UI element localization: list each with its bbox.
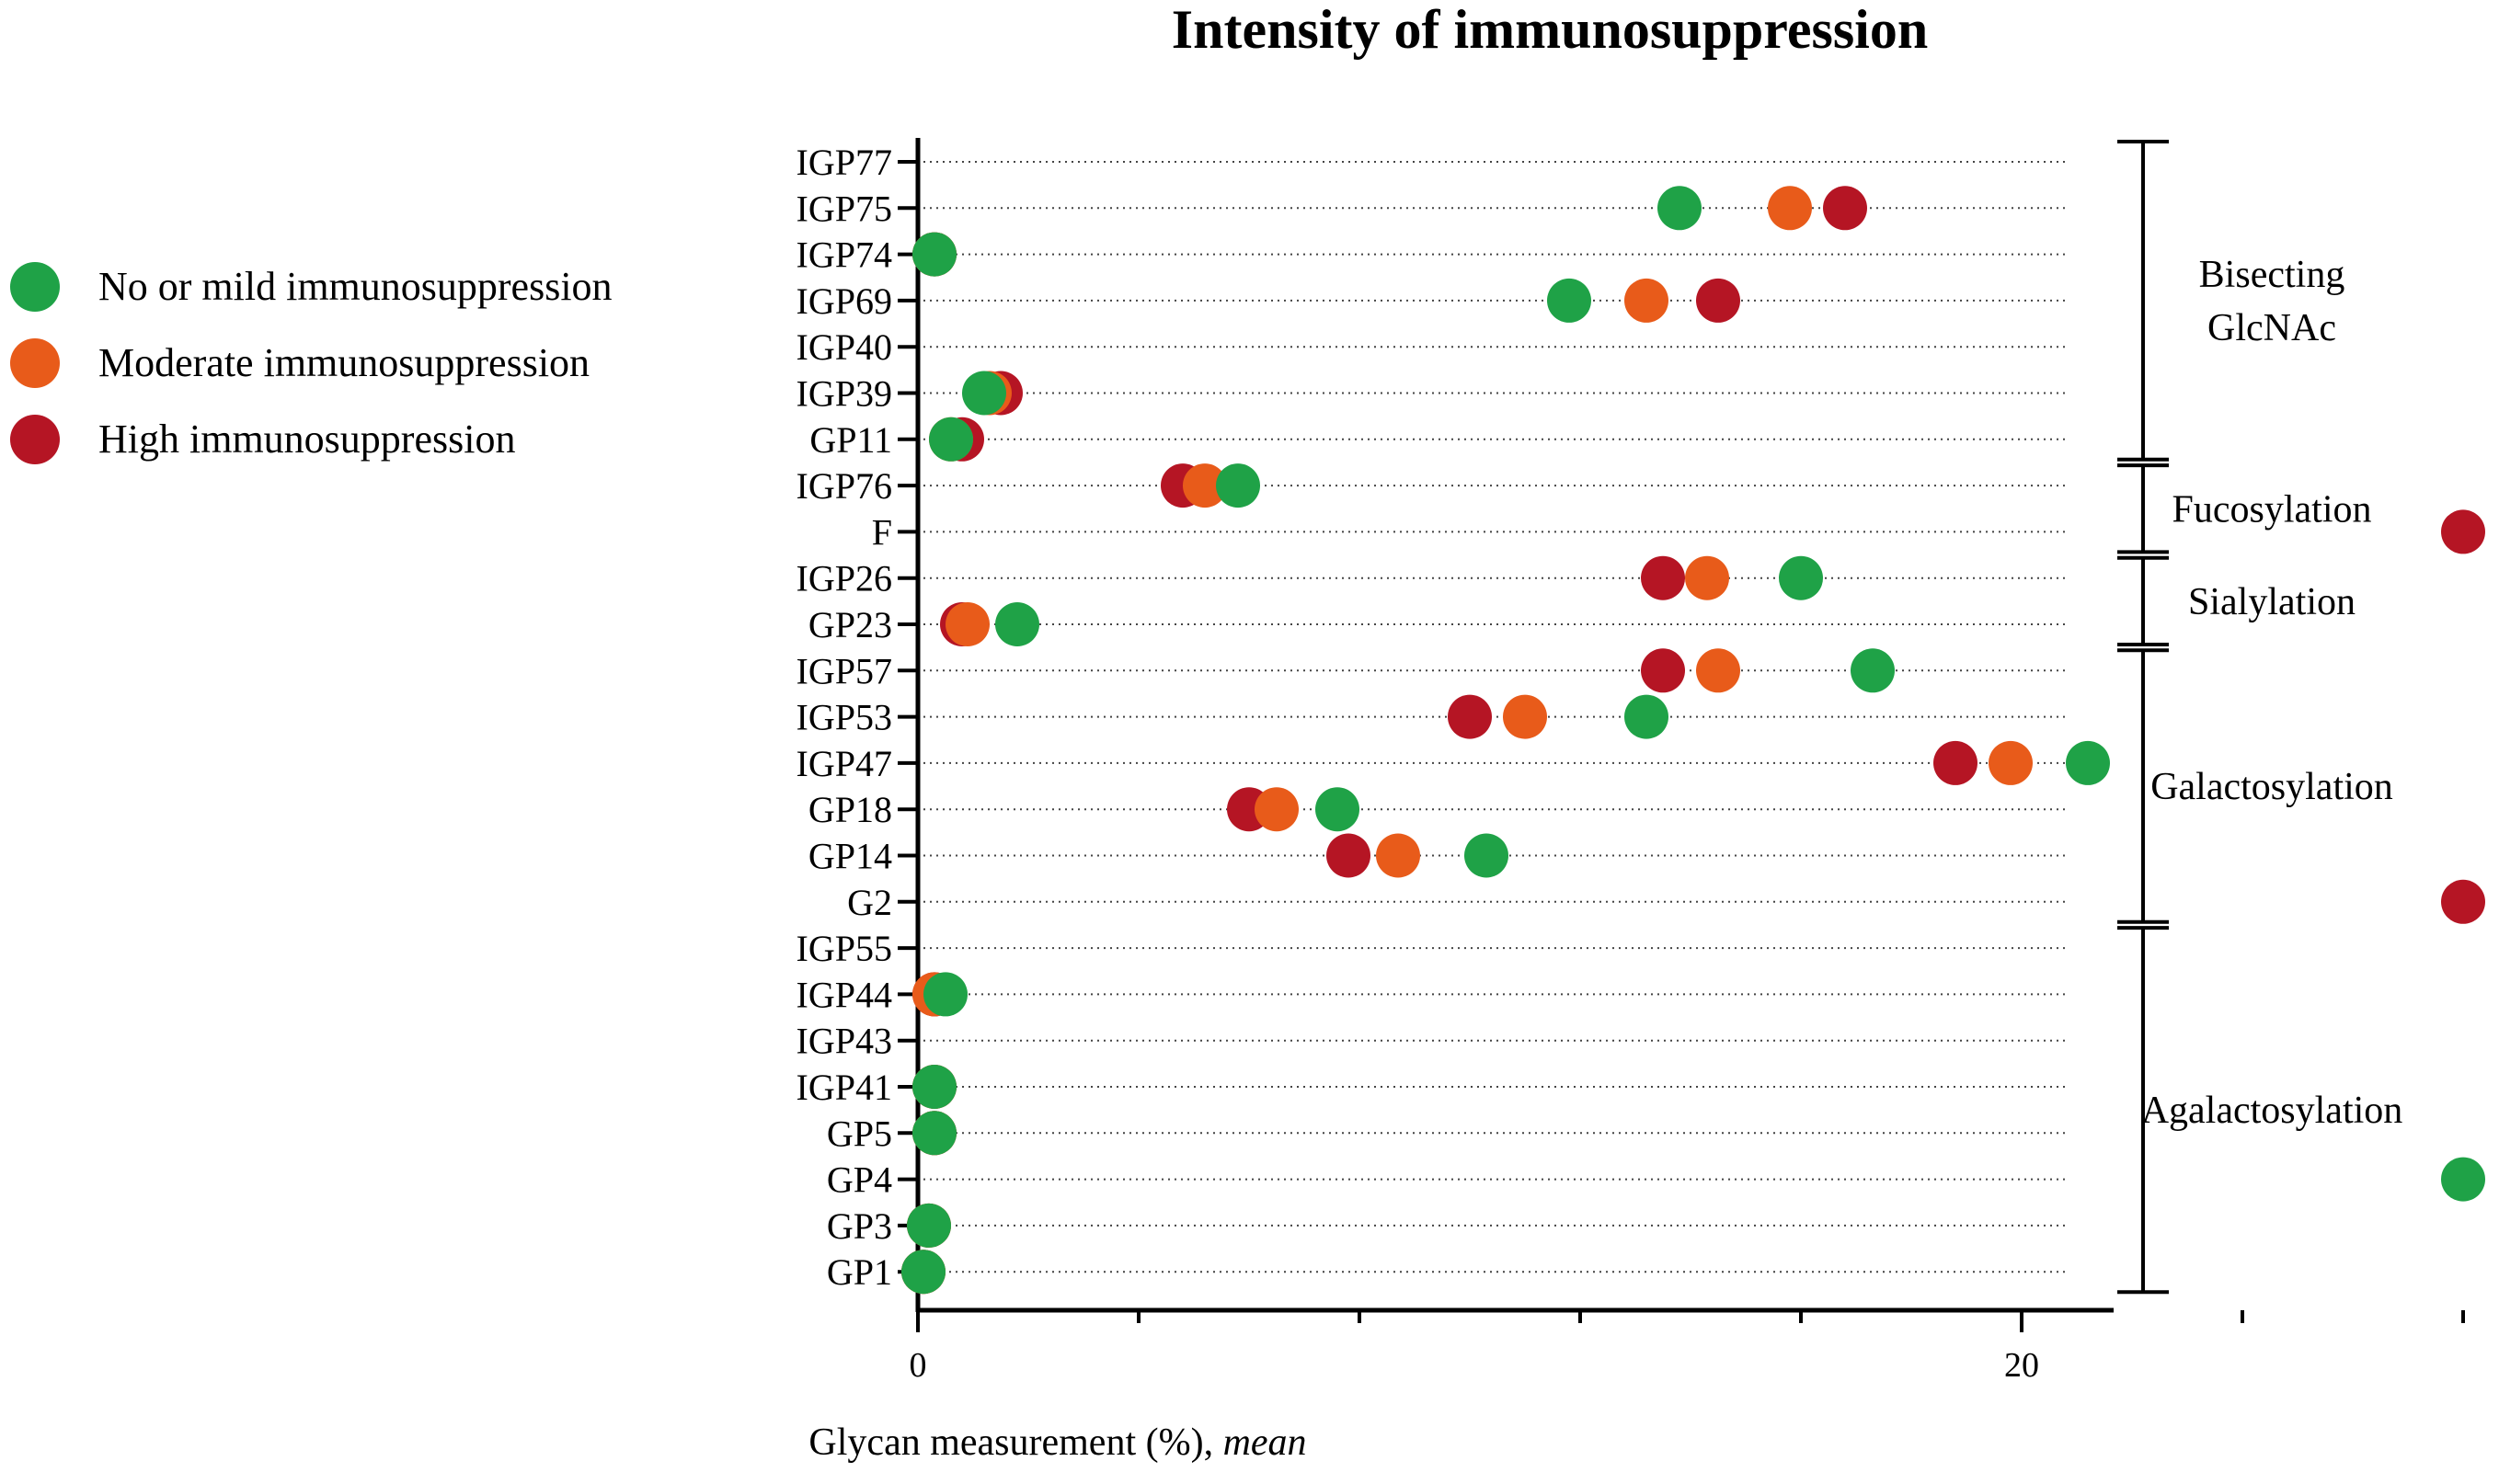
point-moderate-immunosuppression-igp57 <box>1696 648 1740 693</box>
legend: No or mild immunosuppression Moderate imm… <box>10 262 613 464</box>
legend-label-moderate-immunosuppression: Moderate immunosuppression <box>98 340 590 385</box>
category-label-gp14: GP14 <box>808 836 892 877</box>
category-label-gp23: GP23 <box>808 604 892 645</box>
gridlines <box>923 161 2069 1273</box>
point-no-or-mild-immunosuppression-igp74 <box>912 232 957 277</box>
category-label-f: F <box>872 511 892 553</box>
category-label-gp4: GP4 <box>827 1159 892 1201</box>
point-moderate-immunosuppression-igp26 <box>1685 555 1729 600</box>
legend-marker-moderate-immunosuppression <box>10 338 60 388</box>
point-moderate-immunosuppression-igp75 <box>1768 186 1812 231</box>
category-label-gp3: GP3 <box>827 1205 892 1247</box>
category-label-igp44: IGP44 <box>797 974 892 1015</box>
point-high-immunosuppression-igp26 <box>1641 555 1685 600</box>
point-no-or-mild-immunosuppression-gp1 <box>901 1250 946 1295</box>
point-no-or-mild-immunosuppression-igp39 <box>962 371 1006 416</box>
category-label-igp41: IGP41 <box>797 1067 892 1108</box>
point-moderate-immunosuppression-gp18 <box>1255 787 1299 832</box>
point-high-immunosuppression-igp69 <box>1696 278 1740 323</box>
point-no-or-mild-immunosuppression-igp41 <box>912 1065 957 1109</box>
category-label-gp18: GP18 <box>808 789 892 830</box>
group-label-bisecting-glcnac-2: GlcNAc <box>2207 307 2336 349</box>
group-label-fucosylation-1: Fucosylation <box>2172 488 2372 531</box>
point-no-or-mild-immunosuppression-igp44 <box>923 972 968 1017</box>
category-label-igp77: IGP77 <box>797 142 892 183</box>
x-axis-label: Glycan measurement (%), mean <box>808 1421 1306 1464</box>
category-label-igp55: IGP55 <box>797 928 892 969</box>
legend-label-high-immunosuppression: High immunosuppression <box>98 417 515 462</box>
point-moderate-immunosuppression-gp23 <box>946 602 990 646</box>
legend-marker-no-or-mild-immunosuppression <box>10 262 60 312</box>
group-label-galactosylation-1: Galactosylation <box>2150 766 2393 808</box>
glycan-group-brackets: Bisecting GlcNAc Fucosylation Sialylation Ga… <box>2117 140 2403 1295</box>
x-axis-label-italic: mean <box>1223 1421 1307 1464</box>
point-no-or-mild-immunosuppression-gp11 <box>929 417 973 462</box>
category-label-gp5: GP5 <box>827 1113 892 1154</box>
point-no-or-mild-immunosuppression-igp76 <box>1216 463 1260 508</box>
category-label-igp76: IGP76 <box>797 465 892 507</box>
x-axis-label-text: Glycan measurement (%), <box>808 1421 1222 1464</box>
legend-marker-high-immunosuppression <box>10 415 60 464</box>
point-no-or-mild-immunosuppression-gp14 <box>1464 833 1508 878</box>
point-no-or-mild-immunosuppression-igp75 <box>1657 186 1702 231</box>
category-label-igp57: IGP57 <box>797 650 892 691</box>
point-high-immunosuppression-g2 <box>2441 879 2485 924</box>
x-tick-label-0: 0 <box>910 1346 927 1385</box>
point-high-immunosuppression-f <box>2441 509 2485 554</box>
category-label-igp74: IGP74 <box>797 234 892 276</box>
group-label-bisecting-glcnac-1: Bisecting <box>2199 254 2345 296</box>
category-label-igp75: IGP75 <box>797 188 892 229</box>
category-label-igp43: IGP43 <box>797 1021 892 1062</box>
point-high-immunosuppression-gp14 <box>1326 833 1370 878</box>
point-no-or-mild-immunosuppression-igp26 <box>1779 555 1823 600</box>
point-no-or-mild-immunosuppression-gp4 <box>2441 1157 2485 1202</box>
point-no-or-mild-immunosuppression-igp53 <box>1624 694 1668 739</box>
category-label-igp40: IGP40 <box>797 326 892 368</box>
point-no-or-mild-immunosuppression-gp3 <box>907 1203 951 1248</box>
x-tick-label-20: 20 <box>2004 1346 2039 1385</box>
chart-title: Intensity of immunosuppression <box>1172 0 1928 60</box>
axes: IGP77IGP75IGP74IGP69IGP40IGP39GP11IGP76F… <box>797 138 2465 1385</box>
group-label-sialylation-1: Sialylation <box>2188 581 2356 623</box>
point-no-or-mild-immunosuppression-gp18 <box>1315 787 1359 832</box>
point-high-immunosuppression-igp75 <box>1823 186 1867 231</box>
category-label-igp39: IGP39 <box>797 373 892 415</box>
group-label-agalactosylation-1: Agalactosylation <box>2141 1090 2403 1132</box>
point-no-or-mild-immunosuppression-igp57 <box>1851 648 1895 693</box>
category-label-igp26: IGP26 <box>797 558 892 599</box>
point-moderate-immunosuppression-igp53 <box>1503 694 1547 739</box>
point-high-immunosuppression-igp47 <box>1933 740 1977 785</box>
point-no-or-mild-immunosuppression-igp69 <box>1547 278 1591 323</box>
point-no-or-mild-immunosuppression-gp5 <box>912 1111 957 1156</box>
point-high-immunosuppression-igp53 <box>1448 694 1492 739</box>
category-label-gp1: GP1 <box>827 1251 892 1293</box>
category-label-igp69: IGP69 <box>797 280 892 322</box>
point-no-or-mild-immunosuppression-gp23 <box>995 602 1039 646</box>
point-moderate-immunosuppression-igp76 <box>1183 463 1227 508</box>
point-high-immunosuppression-igp57 <box>1641 648 1685 693</box>
category-label-igp53: IGP53 <box>797 697 892 738</box>
category-label-g2: G2 <box>847 882 892 923</box>
category-label-igp47: IGP47 <box>797 743 892 784</box>
legend-label-no-or-mild-immunosuppression: No or mild immunosuppression <box>98 264 613 309</box>
category-label-gp11: GP11 <box>809 419 892 461</box>
point-moderate-immunosuppression-igp47 <box>1989 740 2033 785</box>
point-no-or-mild-immunosuppression-igp47 <box>2066 740 2110 785</box>
point-moderate-immunosuppression-gp14 <box>1376 833 1420 878</box>
data-points <box>901 186 2485 1295</box>
point-moderate-immunosuppression-igp69 <box>1624 278 1668 323</box>
